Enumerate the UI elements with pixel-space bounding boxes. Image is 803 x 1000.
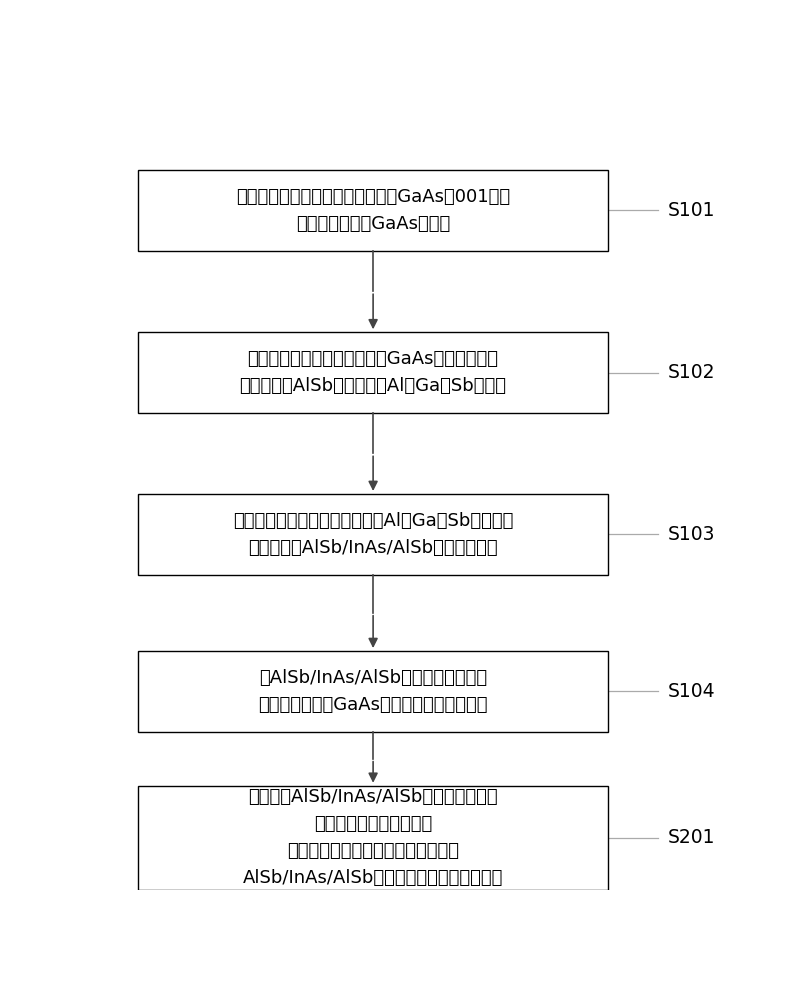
Bar [138, 494, 608, 575]
Bar [138, 170, 608, 251]
Text: S101: S101 [666, 201, 714, 220]
Bar [138, 786, 608, 890]
Text: S102: S102 [666, 363, 714, 382]
Text: 微纳加工AlSb/InAs/AlSb半导体异质结，
得到微区霍尔结的台面；
在台面上蒸镀金电极，并使金电极与
AlSb/InAs/AlSb半导体异质结形成欧姆接: 微纳加工AlSb/InAs/AlSb半导体异质结， 得到微区霍尔结的台面； 在台… [243, 788, 503, 887]
Text: 在第一温度下，在脱氧后的半绝缘GaAs（001）上
分子束外延生长GaAs缓冲层: 在第一温度下，在脱氧后的半绝缘GaAs（001）上 分子束外延生长GaAs缓冲层 [236, 188, 510, 233]
Text: 降低第一温度至第二温度，在GaAs缓冲层上依次
分子束外延AlSb缓冲层、（Al，Ga）Sb缓冲层: 降低第一温度至第二温度，在GaAs缓冲层上依次 分子束外延AlSb缓冲层、（Al… [239, 350, 506, 395]
Bar [138, 332, 608, 413]
Text: 在AlSb/InAs/AlSb半导体异质结表面
分子束外延一层GaAs薄膜，用于防止其氧化: 在AlSb/InAs/AlSb半导体异质结表面 分子束外延一层GaAs薄膜，用于… [258, 669, 487, 714]
Text: 降低第二温度至第三温度，在（Al，Ga）Sb缓冲层上
分子束外延AlSb/InAs/AlSb半导体异质结: 降低第二温度至第三温度，在（Al，Ga）Sb缓冲层上 分子束外延AlSb/InA… [233, 512, 512, 557]
Text: S104: S104 [666, 682, 714, 701]
Text: S201: S201 [666, 828, 714, 847]
Text: S103: S103 [666, 525, 714, 544]
Bar [138, 651, 608, 732]
